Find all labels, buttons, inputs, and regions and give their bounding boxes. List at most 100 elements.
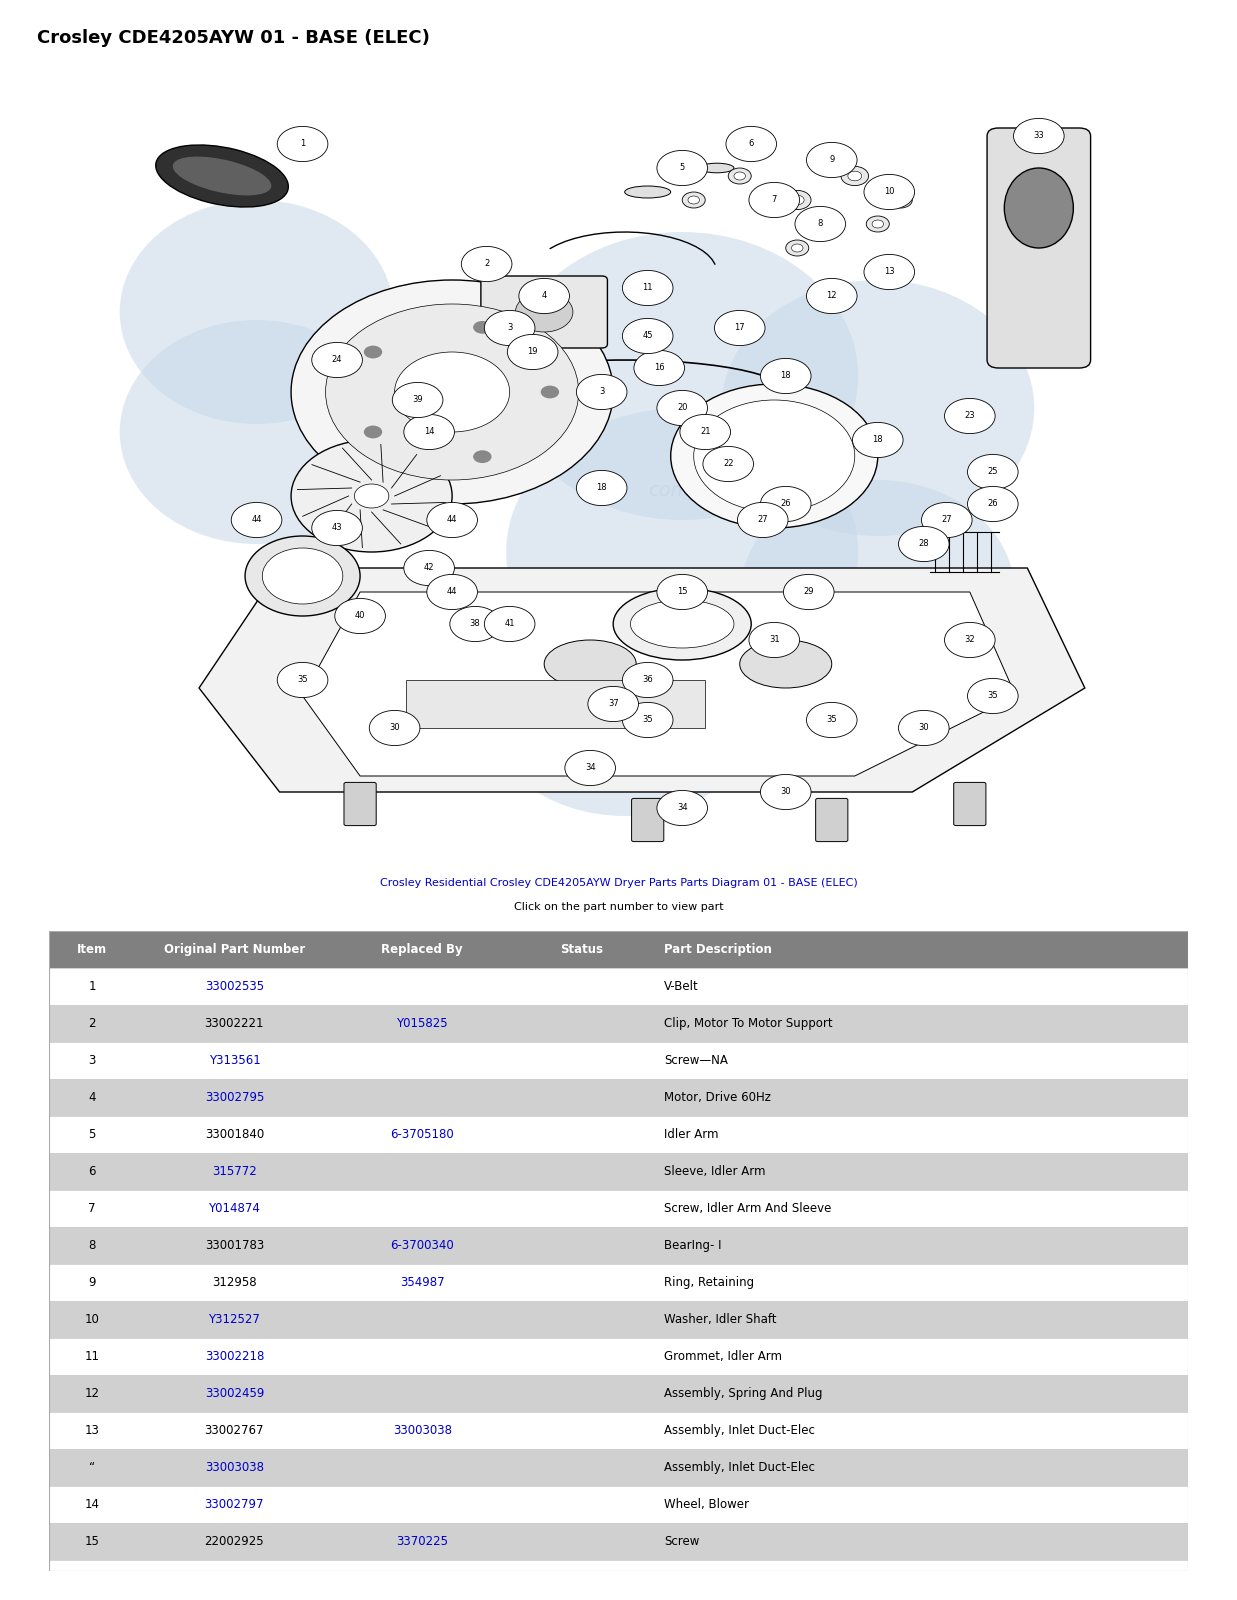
Text: 33002767: 33002767 [204,1424,265,1437]
Bar [49,968,1188,1005]
Text: Assembly, Inlet Duct-Elec: Assembly, Inlet Duct-Elec [664,1461,815,1474]
Text: 40: 40 [355,611,365,621]
Text: 12: 12 [84,1387,100,1400]
Text: 42: 42 [424,563,434,573]
Text: Replaced By: Replaced By [381,942,463,957]
Circle shape [395,352,510,432]
Circle shape [866,216,889,232]
Text: 5: 5 [89,1128,95,1141]
Circle shape [688,195,699,203]
FancyBboxPatch shape [481,275,607,349]
Text: 1: 1 [88,981,96,994]
Circle shape [726,126,777,162]
Circle shape [790,195,804,205]
Ellipse shape [1004,168,1074,248]
Text: Ring, Retaining: Ring, Retaining [664,1277,755,1290]
Text: Assembly, Spring And Plug: Assembly, Spring And Plug [664,1387,823,1400]
Circle shape [945,622,995,658]
Circle shape [734,171,746,179]
Text: 33: 33 [1033,131,1044,141]
Text: 35: 35 [642,715,653,725]
Text: 35: 35 [297,675,308,685]
Bar [49,1005,1188,1042]
Text: Y015825: Y015825 [396,1018,448,1030]
Circle shape [370,710,419,746]
Circle shape [277,126,328,162]
Circle shape [748,622,799,658]
Bar [49,1301,1188,1338]
Circle shape [231,502,282,538]
FancyBboxPatch shape [815,798,847,842]
Circle shape [364,346,382,358]
Circle shape [783,574,834,610]
Text: 22002925: 22002925 [204,1534,265,1549]
Text: 11: 11 [642,283,653,293]
Ellipse shape [670,384,878,528]
Circle shape [898,710,949,746]
Circle shape [657,790,708,826]
Circle shape [785,240,809,256]
Circle shape [748,182,799,218]
Bar [49,1486,1188,1523]
Text: 10: 10 [84,1314,100,1326]
Text: 354987: 354987 [400,1277,444,1290]
Text: 3: 3 [89,1054,95,1067]
Circle shape [354,483,388,509]
Circle shape [657,390,708,426]
Text: 8: 8 [818,219,823,229]
Text: 19: 19 [527,347,538,357]
Circle shape [945,398,995,434]
Text: 7: 7 [772,195,777,205]
Circle shape [485,606,534,642]
Circle shape [683,192,705,208]
Ellipse shape [631,600,734,648]
Circle shape [392,382,443,418]
Text: 9: 9 [88,1277,96,1290]
Text: 29: 29 [804,587,814,597]
Text: 315772: 315772 [212,1165,257,1178]
Text: Y312527: Y312527 [209,1314,260,1326]
Circle shape [863,174,914,210]
Text: 18: 18 [781,371,790,381]
Text: 38: 38 [470,619,480,629]
Circle shape [335,598,386,634]
Circle shape [364,426,382,438]
Circle shape [633,350,684,386]
FancyBboxPatch shape [632,798,664,842]
Text: Screw: Screw [664,1534,699,1549]
Text: 18: 18 [872,435,883,445]
Circle shape [291,440,453,552]
Text: 30: 30 [390,723,400,733]
Circle shape [863,254,914,290]
Text: Screw—NA: Screw—NA [664,1054,727,1067]
Text: 41: 41 [505,619,515,629]
Text: 36: 36 [642,675,653,685]
Bar [49,931,1188,968]
Text: 2: 2 [88,1018,96,1030]
Text: 35: 35 [826,715,837,725]
Text: 3370225: 3370225 [396,1534,448,1549]
Polygon shape [303,592,1016,776]
Text: 21: 21 [700,427,710,437]
Ellipse shape [262,547,343,603]
Text: 43: 43 [332,523,343,533]
Text: 35: 35 [987,691,998,701]
Circle shape [841,166,868,186]
Ellipse shape [741,480,1014,704]
Text: Crosley CDE4205AYW 01 - BASE (ELEC): Crosley CDE4205AYW 01 - BASE (ELEC) [37,29,430,46]
Text: Assembly, Inlet Duct-Elec: Assembly, Inlet Duct-Elec [664,1424,815,1437]
Text: Grommet, Idler Arm: Grommet, Idler Arm [664,1350,782,1363]
Text: 4: 4 [542,291,547,301]
Text: 25: 25 [987,467,998,477]
Bar [49,1523,1188,1560]
Circle shape [715,310,764,346]
Text: 33002797: 33002797 [204,1498,265,1510]
Text: 33002795: 33002795 [205,1091,263,1104]
Text: 15: 15 [84,1534,100,1549]
Text: 22: 22 [722,459,734,469]
Text: Original Part Number: Original Part Number [163,942,306,957]
Circle shape [896,195,907,203]
Text: 10: 10 [884,187,894,197]
Text: 34: 34 [677,803,688,813]
Text: 3: 3 [599,387,605,397]
